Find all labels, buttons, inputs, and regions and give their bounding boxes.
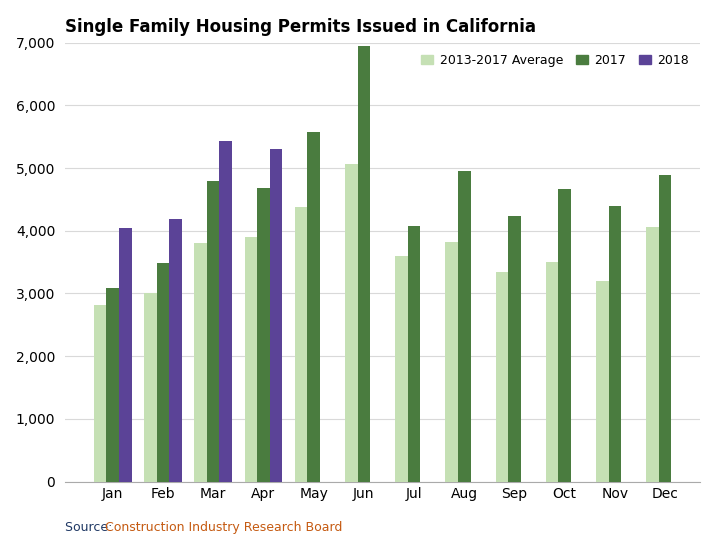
Bar bbox=[395, 256, 408, 482]
Bar bbox=[169, 219, 182, 482]
Bar bbox=[245, 237, 257, 482]
Bar bbox=[546, 262, 558, 482]
Bar bbox=[596, 281, 609, 482]
Bar bbox=[659, 175, 671, 481]
Legend: 2013-2017 Average, 2017, 2018: 2013-2017 Average, 2017, 2018 bbox=[416, 49, 694, 72]
Bar bbox=[157, 263, 169, 482]
Bar bbox=[609, 207, 621, 482]
Bar bbox=[295, 207, 308, 482]
Bar bbox=[257, 188, 269, 482]
Bar bbox=[458, 171, 471, 482]
Bar bbox=[345, 164, 357, 482]
Text: Source:: Source: bbox=[65, 521, 116, 534]
Bar bbox=[496, 272, 508, 482]
Bar bbox=[207, 181, 219, 482]
Bar bbox=[269, 149, 282, 482]
Bar bbox=[106, 288, 119, 482]
Bar bbox=[558, 189, 571, 482]
Text: Single Family Housing Permits Issued in California: Single Family Housing Permits Issued in … bbox=[65, 18, 536, 36]
Bar bbox=[357, 46, 370, 482]
Bar bbox=[646, 227, 659, 482]
Bar bbox=[194, 243, 207, 482]
Bar bbox=[308, 132, 320, 482]
Bar bbox=[144, 294, 157, 482]
Bar bbox=[408, 226, 420, 482]
Bar bbox=[445, 242, 458, 482]
Bar bbox=[508, 216, 521, 482]
Bar bbox=[219, 141, 232, 482]
Bar bbox=[119, 228, 131, 482]
Text: Construction Industry Research Board: Construction Industry Research Board bbox=[105, 521, 342, 534]
Bar bbox=[94, 305, 106, 482]
